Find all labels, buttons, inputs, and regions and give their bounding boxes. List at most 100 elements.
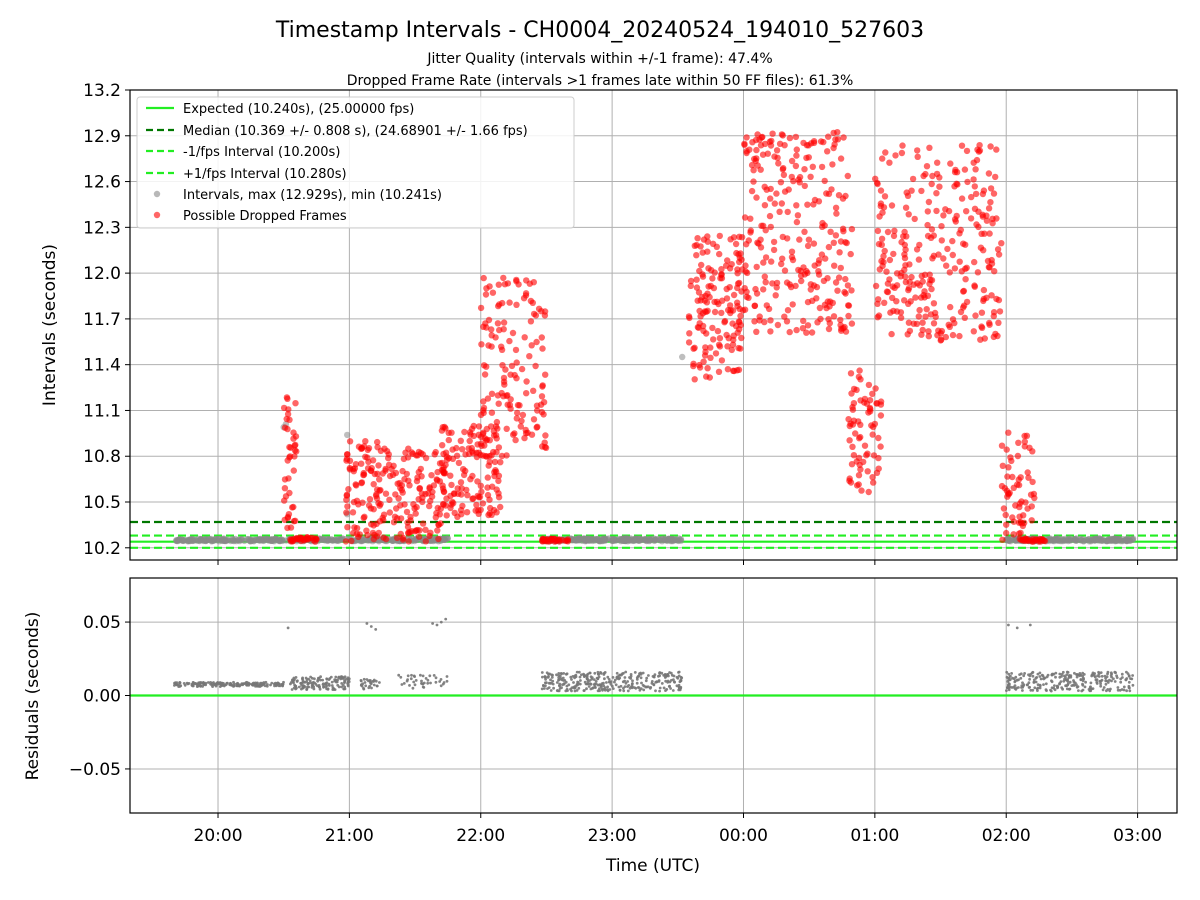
dropped-frame-point — [827, 228, 834, 235]
residual-point — [596, 677, 600, 681]
dropped-frame-point — [938, 223, 945, 230]
residual-point — [1038, 675, 1042, 678]
residual-point — [324, 685, 328, 689]
dropped-frame-point — [989, 215, 996, 222]
interval-point — [1073, 535, 1080, 542]
dropped-frame-point — [752, 136, 760, 144]
dropped-frame-point — [874, 300, 881, 307]
residual-point — [566, 689, 569, 692]
residual-point — [628, 686, 632, 690]
dropped-frame-point — [405, 538, 412, 545]
dropped-frame-point — [484, 474, 491, 481]
residual-point — [634, 686, 638, 690]
dropped-frame-point — [532, 362, 539, 370]
residual-point — [657, 674, 660, 678]
residual-point — [622, 671, 625, 675]
residual-point — [608, 688, 612, 691]
dropped-frame-point — [490, 448, 497, 456]
residual-point — [549, 689, 553, 692]
residual-point — [1033, 686, 1037, 690]
dropped-frame-point — [403, 508, 411, 516]
residual-point — [1006, 686, 1009, 690]
residual-point — [1036, 689, 1039, 692]
residual-point — [421, 685, 425, 689]
dropped-frame-point — [286, 489, 293, 497]
residual-point — [651, 675, 655, 678]
dropped-frame-point — [1003, 529, 1010, 537]
residual-point — [646, 685, 650, 689]
residual-point — [224, 683, 228, 687]
dropped-frame-point — [687, 277, 695, 285]
dropped-frame-point — [724, 257, 731, 264]
residual-point — [630, 686, 634, 690]
dropped-frame-point — [748, 161, 756, 169]
dropped-frame-point — [534, 407, 541, 414]
dropped-frame-point — [861, 442, 869, 449]
dropped-frame-point — [514, 409, 521, 417]
residual-point — [251, 683, 255, 687]
dropped-frame-point — [750, 167, 757, 174]
dropped-frame-point — [744, 269, 751, 277]
dropped-frame-point — [742, 262, 749, 269]
residual-point — [677, 683, 681, 687]
residual-point — [589, 675, 593, 679]
dropped-frame-point — [416, 485, 423, 492]
dropped-frame-point — [403, 470, 410, 478]
dropped-frame-point — [503, 425, 510, 432]
dropped-frame-point — [837, 155, 845, 162]
residual-point — [1036, 686, 1040, 690]
dropped-frame-point — [285, 475, 292, 482]
dropped-frame-point — [379, 470, 386, 477]
dropped-frame-point — [769, 280, 776, 287]
dropped-frame-point — [944, 245, 951, 253]
dropped-frame-point — [743, 134, 750, 141]
residual-point — [173, 681, 176, 685]
interval-point — [235, 536, 242, 544]
dropped-frame-point — [1017, 529, 1024, 537]
dropped-frame-point — [1041, 537, 1049, 545]
dropped-frame-point — [434, 468, 441, 476]
residual-point — [402, 682, 406, 685]
dropped-frame-point — [693, 276, 700, 283]
residual-point — [1039, 677, 1043, 681]
residual-point — [312, 687, 316, 691]
dropped-frame-point — [874, 314, 881, 321]
residual-point — [1005, 670, 1009, 674]
dropped-frame-point — [391, 513, 399, 520]
residual-point — [411, 686, 415, 690]
residual-point — [289, 682, 292, 686]
interval-point — [672, 536, 680, 543]
dropped-frame-point — [921, 271, 929, 278]
residual-point — [543, 681, 547, 685]
residual-point — [369, 625, 373, 628]
residual-point — [334, 680, 338, 684]
dropped-frame-point — [863, 452, 870, 459]
residual-point — [322, 682, 325, 686]
residual-point — [260, 681, 264, 685]
residual-point — [202, 681, 205, 684]
dropped-frame-point — [727, 309, 734, 317]
dropped-frame-point — [458, 485, 465, 492]
residual-point — [594, 686, 597, 689]
dropped-frame-point — [838, 327, 845, 334]
dropped-frame-point — [923, 306, 930, 313]
dropped-frame-point — [845, 416, 852, 423]
residual-point — [296, 679, 299, 683]
dropped-frame-point — [998, 482, 1006, 490]
residual-point — [1124, 678, 1128, 681]
residual-point — [178, 685, 182, 688]
dropped-frame-point — [988, 292, 995, 299]
x-tick-label: 21:00 — [325, 826, 374, 846]
residual-point — [1114, 671, 1117, 675]
dropped-frame-point — [832, 204, 840, 211]
dropped-frame-point — [344, 524, 351, 531]
dropped-frame-point — [839, 225, 847, 232]
residual-point — [594, 680, 598, 683]
dropped-frame-point — [480, 404, 488, 412]
dropped-frame-point — [519, 411, 527, 419]
residual-point — [1028, 677, 1031, 681]
residual-point — [1041, 674, 1045, 678]
residual-point — [593, 682, 597, 686]
residual-point — [1027, 681, 1031, 685]
dropped-frame-point — [836, 249, 843, 256]
